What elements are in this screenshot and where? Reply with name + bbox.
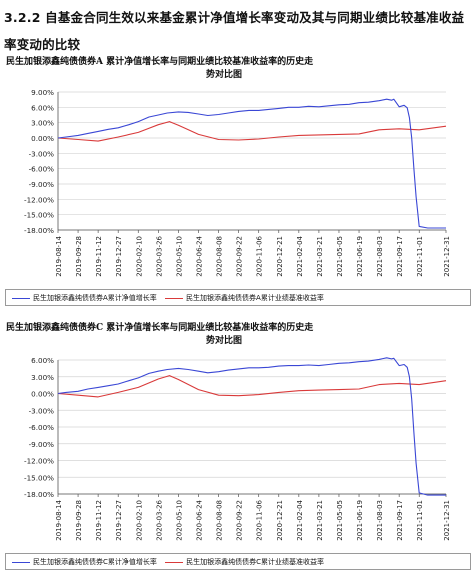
- x-tick-label: 2021-03-21: [316, 236, 324, 277]
- y-tick-label: -12.00%: [24, 195, 54, 204]
- y-tick-label: -12.00%: [24, 457, 54, 466]
- x-tick-label: 2020-06-24: [195, 499, 203, 540]
- chart-a-title-line1: 民生加银添鑫纯债债券A 累计净值增长率与同期业绩比较基准收益率的历史走: [6, 57, 314, 67]
- legend-bench-label: 民生加银添鑫纯债债券C累计业绩基准收益率: [186, 558, 325, 566]
- x-tick-label: 2020-03-26: [155, 235, 163, 276]
- x-tick-label: 2021-05-05: [336, 236, 344, 277]
- x-tick-label: 2021-06-19: [356, 236, 364, 277]
- x-tick-label: 2020-11-06: [256, 499, 264, 540]
- series-line-benchmark: [57, 375, 447, 398]
- x-tick-label: 2021-02-04: [296, 499, 304, 540]
- x-tick-label: 2019-08-14: [55, 499, 63, 540]
- x-tick-label: 2019-11-12: [95, 236, 103, 277]
- x-tick-label: 2021-09-17: [396, 500, 404, 541]
- x-tick-label: 2019-11-12: [95, 500, 103, 541]
- x-tick-label: 2020-02-10: [135, 500, 143, 541]
- y-tick-label: -6.00%: [29, 165, 55, 174]
- y-tick-label: 3.00%: [31, 119, 54, 128]
- x-tick-label: 2020-12-21: [276, 500, 284, 541]
- chart-a-title-line2: 势对比图: [206, 70, 243, 80]
- chart-c-legend: 民生加银添鑫纯债债券C累计净值增长率 民生加银添鑫纯债债券C累计业绩基准收益率: [5, 553, 471, 570]
- x-tick-label: 2021-11-01: [416, 236, 424, 277]
- y-tick-label: -18.00%: [24, 490, 54, 499]
- chart-a-title: 民生加银添鑫纯债债券A 累计净值增长率与同期业绩比较基准收益率的历史走 势对比图: [6, 56, 468, 82]
- x-tick-label: 2020-05-10: [175, 236, 183, 277]
- series-line-fund: [57, 357, 446, 496]
- legend-swatch-fund: [12, 298, 30, 299]
- y-tick-label: -15.00%: [24, 211, 54, 220]
- x-tick-label: 2021-05-05: [336, 500, 344, 541]
- x-tick-label: 2019-12-27: [115, 236, 123, 277]
- y-tick-label: 9.00%: [31, 88, 54, 97]
- x-tick-label: 2019-09-28: [75, 236, 83, 277]
- x-tick-label: 2020-09-22: [236, 500, 244, 541]
- chart-c-title: 民生加银添鑫纯债债券C 累计净值增长率与同期业绩比较基准收益率的历史走 势对比图: [6, 322, 468, 348]
- x-tick-label: 2021-12-31: [443, 236, 451, 277]
- chart-c-plot: 6.00% 3.00% 0.00% -3.00% -6.00% -9.00% -12.00%…: [24, 356, 451, 541]
- y-tick-label: 6.00%: [31, 103, 54, 112]
- x-tick-label: 2020-03-26: [155, 499, 163, 540]
- y-tick-label: 0.00%: [31, 134, 54, 143]
- x-tick-label: 2019-09-28: [75, 500, 83, 541]
- x-tick-label: 2020-08-08: [216, 236, 224, 277]
- y-tick-label: 6.00%: [31, 356, 54, 365]
- y-tick-label: -3.00%: [29, 406, 55, 415]
- legend-fund-label: 民生加银添鑫纯债债券C累计净值增长率: [33, 558, 157, 566]
- y-tick-label: -6.00%: [29, 423, 55, 432]
- y-tick-label: 0.00%: [31, 390, 54, 399]
- x-tick-label: 2020-06-24: [195, 235, 203, 276]
- chart-c-title-line2: 势对比图: [206, 336, 243, 346]
- x-tick-label: 2020-11-06: [256, 235, 264, 276]
- y-tick-label: -9.00%: [29, 180, 55, 189]
- chart-c-title-line1: 民生加银添鑫纯债债券C 累计净值增长率与同期业绩比较基准收益率的历史走: [6, 323, 314, 333]
- legend-fund-label: 民生加银添鑫纯债债券A累计净值增长率: [33, 294, 157, 302]
- x-tick-label: 2019-08-14: [55, 235, 63, 276]
- legend-swatch-fund: [12, 562, 30, 563]
- x-tick-label: 2020-09-22: [236, 236, 244, 277]
- x-tick-label: 2021-02-04: [296, 235, 304, 276]
- x-tick-label: 2021-06-19: [356, 500, 364, 541]
- x-tick-label: 2021-08-03: [376, 236, 384, 277]
- x-tick-label: 2020-12-21: [276, 236, 284, 277]
- y-tick-label: 3.00%: [31, 373, 54, 382]
- x-tick-label: 2021-09-17: [396, 236, 404, 277]
- x-tick-label: 2021-12-31: [443, 500, 451, 541]
- legend-swatch-bench: [165, 298, 184, 299]
- legend-swatch-bench: [165, 562, 184, 563]
- series-line-fund: [57, 98, 446, 229]
- x-tick-label: 2021-11-01: [416, 500, 424, 541]
- legend-bench-label: 民生加银添鑫纯债债券A累计业绩基准收益率: [186, 294, 324, 302]
- section-heading: 3.2.2 自基金合同生效以来基金累计净值增长率变动及其与同期业绩比较基准收益率…: [4, 10, 465, 52]
- x-tick-label: 2019-12-27: [115, 500, 123, 541]
- y-tick-label: -18.00%: [24, 226, 54, 235]
- x-tick-label: 2021-08-03: [376, 500, 384, 541]
- x-tick-label: 2020-08-08: [216, 500, 224, 541]
- x-tick-label: 2020-02-10: [135, 236, 143, 277]
- y-tick-label: -15.00%: [24, 473, 54, 482]
- x-tick-label: 2020-05-10: [175, 500, 183, 541]
- chart-a-legend: 民生加银添鑫纯债债券A累计净值增长率 民生加银添鑫纯债债券A累计业绩基准收益率: [5, 289, 471, 306]
- x-tick-label: 2021-03-21: [316, 500, 324, 541]
- chart-a-plot: 9.00% 6.00% 3.00% 0.00% -3.00% -6.00% -9.00% -1…: [24, 88, 451, 277]
- y-tick-label: -3.00%: [29, 149, 55, 158]
- series-line-benchmark: [57, 121, 447, 142]
- y-tick-label: -9.00%: [29, 440, 55, 449]
